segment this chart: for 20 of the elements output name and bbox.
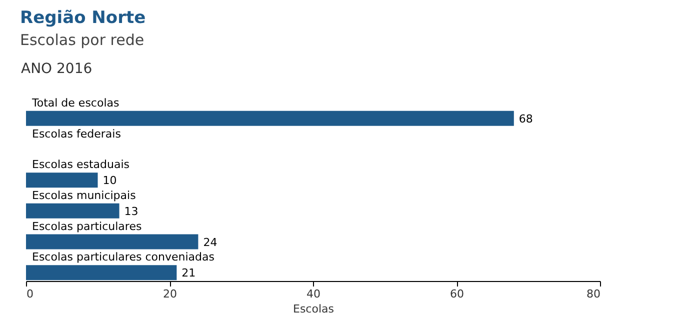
data-label: 68 [518,112,533,126]
x-tick-label: 0 [26,288,34,300]
x-tick-label: 20 [163,288,177,300]
chart-subtitle: Escolas por rede [20,31,144,49]
data-label: 24 [203,236,218,249]
y-tick-label: Escolas estaduais [32,158,130,172]
data-label: 13 [124,204,138,218]
text: ANO 2016 [21,61,92,77]
data-label: 10 [102,174,117,188]
y-tick-label: Escolas particulares conveniadas [32,250,215,264]
y-tick-label: Total de escolas [31,96,120,110]
chart-title: Região Norte [20,8,146,28]
x-axis-title: Escolas [293,302,334,316]
x-tick-label: 80 [586,288,600,300]
data-label: 21 [182,266,196,280]
x-tick-label: 60 [450,288,464,300]
y-tick-label: Escolas federais [32,127,122,140]
y-tick-label: Escolas particulares [32,220,142,233]
x-tick-label: 40 [306,288,320,300]
y-tick-label: Escolas municipais [32,188,136,202]
